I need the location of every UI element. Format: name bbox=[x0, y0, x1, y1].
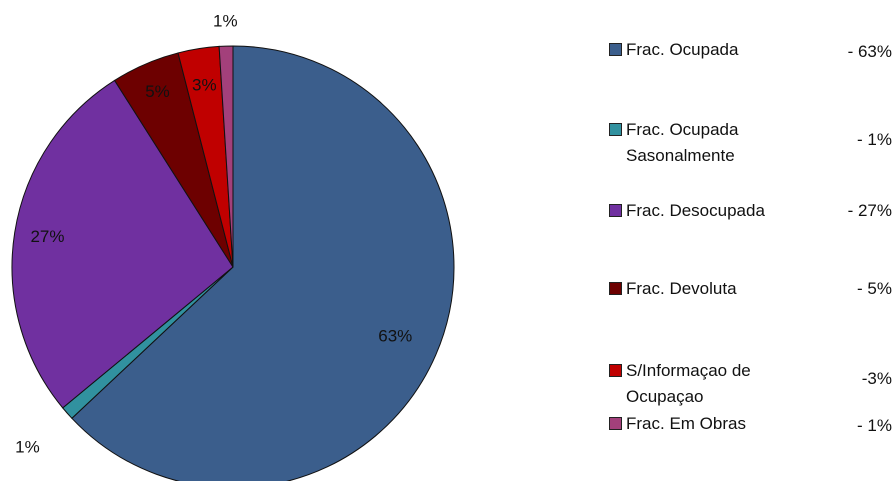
legend-label: Frac. Ocupada Sasonalmente bbox=[626, 120, 739, 165]
legend-swatch bbox=[609, 204, 622, 217]
legend-value: - 63% bbox=[847, 42, 892, 61]
data-label: 63% bbox=[378, 327, 412, 346]
legend-swatch bbox=[609, 123, 622, 136]
legend-label: Frac. Ocupada bbox=[626, 40, 739, 59]
pie-slice bbox=[71, 45, 455, 481]
legend-swatch bbox=[609, 417, 622, 430]
legend-value: - 1% bbox=[857, 130, 892, 149]
legend-label: Frac. Devoluta bbox=[626, 279, 737, 298]
legend-label: Frac. Em Obras bbox=[626, 414, 746, 433]
data-label: 27% bbox=[30, 227, 64, 246]
legend-value: - 5% bbox=[857, 279, 892, 298]
legend-swatch bbox=[609, 282, 622, 295]
legend-swatch bbox=[609, 43, 622, 56]
legend-value: -3% bbox=[861, 369, 892, 388]
pie-slice bbox=[11, 79, 234, 409]
data-label: 1% bbox=[15, 438, 40, 457]
pie-slice bbox=[218, 45, 234, 268]
data-label: 3% bbox=[192, 75, 217, 94]
data-label: 1% bbox=[213, 11, 238, 30]
legend-swatch bbox=[609, 364, 622, 377]
data-label: 5% bbox=[145, 82, 170, 101]
legend-value: - 27% bbox=[847, 201, 892, 220]
legend-label: Frac. Desocupada bbox=[626, 201, 765, 220]
legend-value: - 1% bbox=[857, 416, 892, 435]
legend-label: S/Informaçao de Ocupaçao bbox=[626, 361, 751, 406]
